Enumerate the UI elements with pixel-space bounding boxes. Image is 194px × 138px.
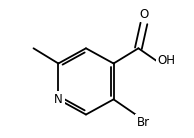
Text: OH: OH: [158, 54, 176, 67]
Text: O: O: [139, 8, 149, 21]
Text: Br: Br: [137, 116, 150, 129]
Text: N: N: [54, 93, 63, 106]
